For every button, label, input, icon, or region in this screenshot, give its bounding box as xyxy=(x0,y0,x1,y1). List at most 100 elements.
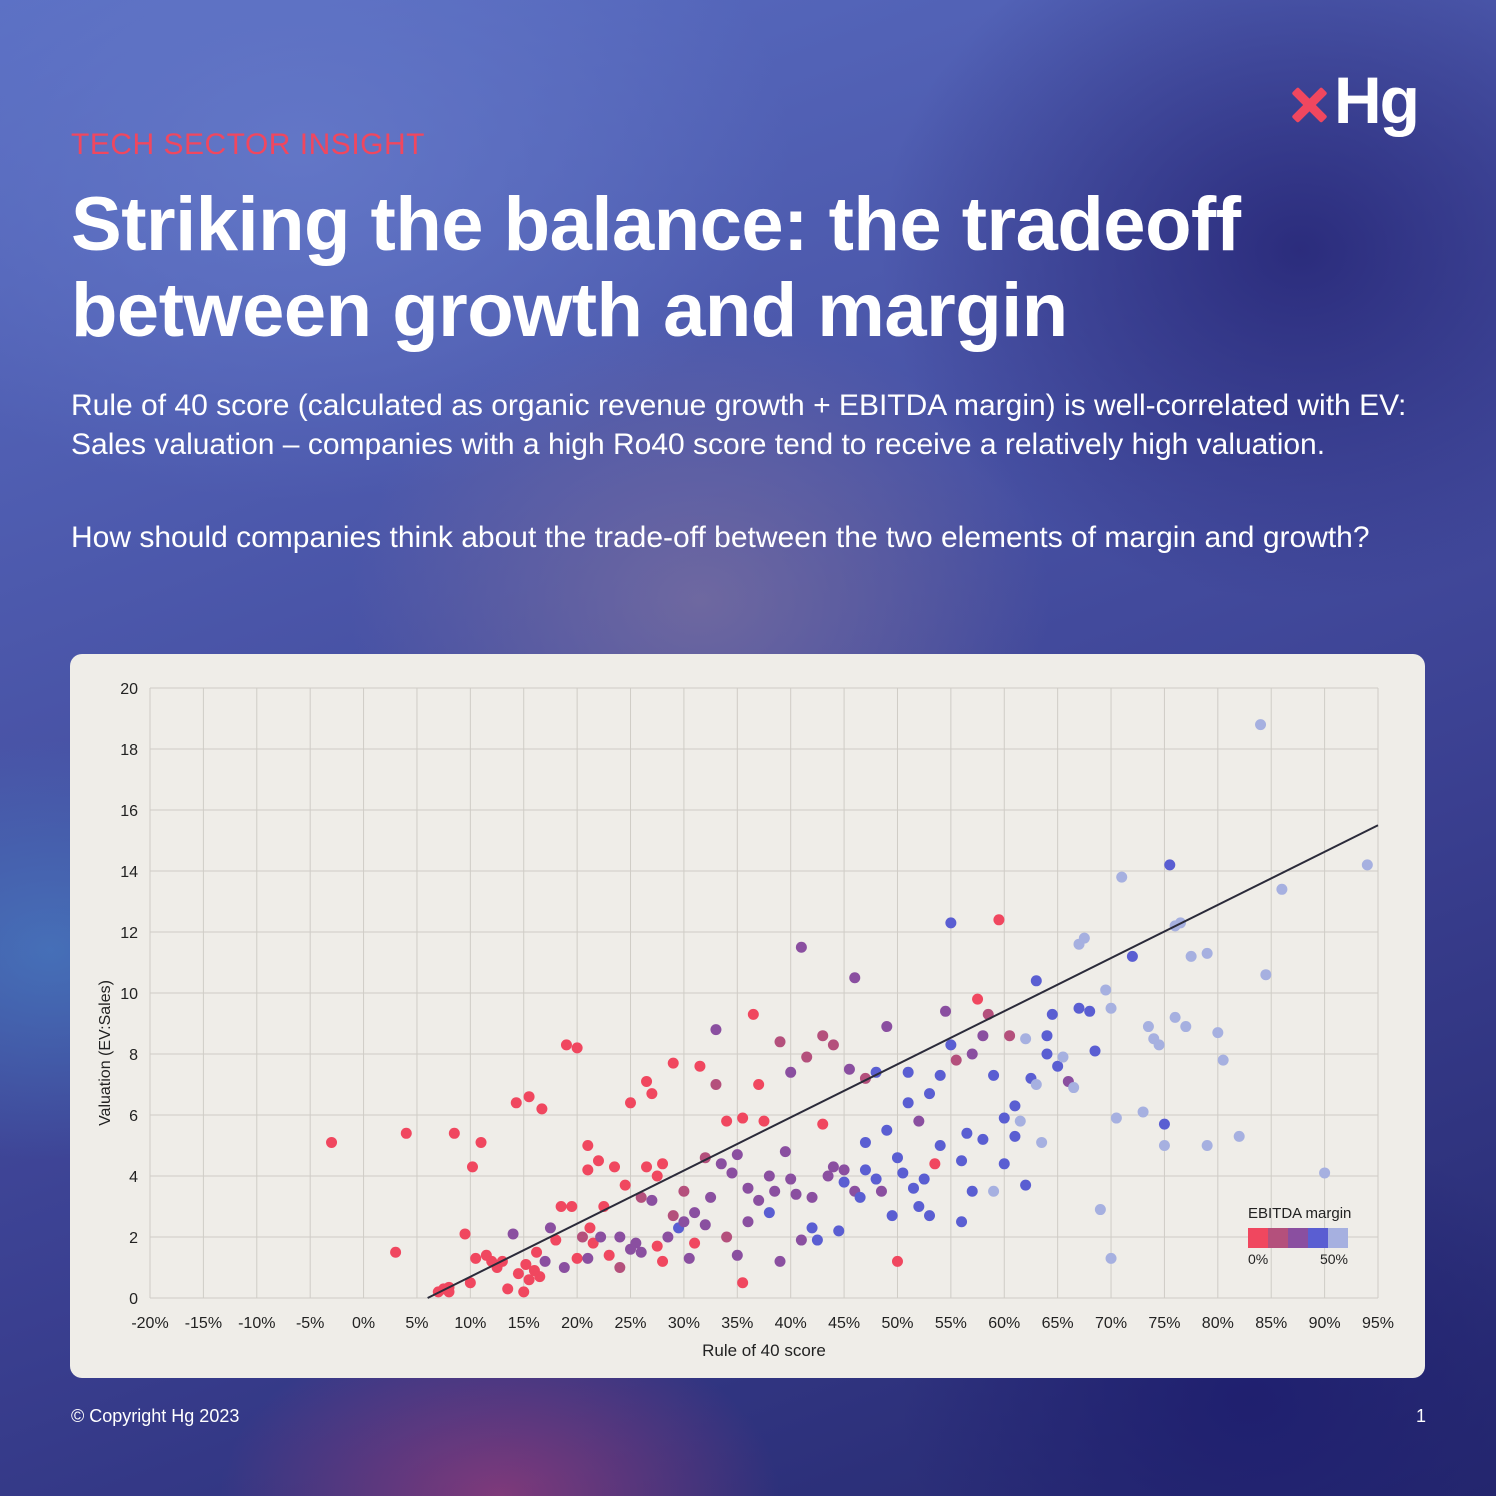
data-point xyxy=(592,1155,604,1167)
data-point xyxy=(721,1231,733,1243)
data-point xyxy=(566,1201,578,1212)
data-point xyxy=(1116,871,1128,883)
data-point xyxy=(721,1115,733,1127)
x-tick-label: 5% xyxy=(405,1315,428,1332)
data-point xyxy=(758,1115,770,1127)
x-tick-label: 40% xyxy=(775,1315,807,1332)
x-tick-label: -5% xyxy=(296,1315,324,1332)
data-point xyxy=(763,1170,775,1182)
data-point xyxy=(641,1161,653,1173)
data-point xyxy=(678,1216,690,1228)
data-point xyxy=(961,1127,973,1139)
page-title: Striking the balance: the tradeoff betwe… xyxy=(71,182,1241,353)
data-point xyxy=(1142,1021,1154,1033)
data-point xyxy=(582,1252,594,1264)
data-point xyxy=(584,1222,596,1234)
data-point xyxy=(902,1066,914,1078)
data-point xyxy=(571,1252,583,1264)
data-point xyxy=(555,1201,567,1212)
data-point xyxy=(534,1271,546,1283)
x-tick-label: 35% xyxy=(721,1315,753,1332)
data-point xyxy=(998,1158,1010,1170)
data-point xyxy=(1137,1106,1149,1118)
data-point xyxy=(641,1075,653,1087)
data-point xyxy=(811,1234,823,1246)
data-point xyxy=(510,1097,522,1109)
data-point xyxy=(838,1176,850,1188)
x-axis-label: Rule of 40 score xyxy=(702,1341,826,1360)
y-axis-label: Valuation (EV:Sales) xyxy=(97,980,114,1126)
data-point xyxy=(897,1167,909,1179)
data-point xyxy=(1020,1179,1032,1191)
data-point xyxy=(694,1060,706,1072)
data-point xyxy=(1041,1030,1053,1042)
data-point xyxy=(977,1133,989,1145)
data-point xyxy=(1084,1005,1096,1017)
data-point xyxy=(464,1277,476,1289)
data-point xyxy=(854,1191,866,1203)
data-point xyxy=(1030,1079,1042,1090)
data-point xyxy=(689,1237,701,1249)
data-point xyxy=(806,1222,818,1234)
data-point xyxy=(466,1161,478,1173)
data-point xyxy=(726,1167,738,1179)
data-point xyxy=(934,1140,946,1151)
data-point xyxy=(1276,883,1288,895)
data-point xyxy=(929,1158,941,1170)
data-point xyxy=(817,1030,829,1042)
hg-logo: Hg xyxy=(1290,63,1430,144)
y-tick-label: 18 xyxy=(120,742,138,759)
data-point xyxy=(988,1069,1000,1081)
legend-max-label: 50% xyxy=(1320,1251,1348,1267)
data-point xyxy=(785,1173,797,1185)
data-point xyxy=(940,1005,952,1017)
data-point xyxy=(742,1216,754,1228)
y-tick-label: 12 xyxy=(120,925,138,942)
x-tick-label: -15% xyxy=(185,1315,222,1332)
data-point xyxy=(699,1219,711,1231)
x-tick-label: 85% xyxy=(1255,1315,1287,1332)
data-point xyxy=(560,1039,572,1051)
data-point xyxy=(1158,1140,1170,1151)
data-point xyxy=(523,1091,535,1103)
data-point xyxy=(924,1210,936,1222)
legend-swatch xyxy=(1268,1228,1288,1248)
data-point xyxy=(785,1066,797,1078)
data-point xyxy=(731,1249,743,1261)
data-point xyxy=(774,1255,786,1267)
data-point xyxy=(531,1246,543,1258)
data-point xyxy=(1041,1048,1053,1060)
logo-text: Hg xyxy=(1334,63,1420,137)
x-tick-label: 55% xyxy=(935,1315,967,1332)
x-tick-label: 90% xyxy=(1309,1315,1341,1332)
data-point xyxy=(918,1173,930,1185)
data-point xyxy=(576,1231,588,1243)
data-point xyxy=(662,1231,674,1243)
data-point xyxy=(523,1274,535,1286)
y-tick-label: 14 xyxy=(120,864,138,881)
legend-swatch xyxy=(1288,1228,1308,1248)
data-point xyxy=(609,1161,621,1173)
data-point xyxy=(790,1188,802,1200)
data-point xyxy=(705,1191,717,1203)
data-point xyxy=(614,1231,626,1243)
data-point xyxy=(1185,950,1197,962)
data-point xyxy=(1052,1060,1064,1072)
data-point xyxy=(544,1222,556,1234)
data-point xyxy=(1164,859,1176,871)
data-point xyxy=(400,1127,412,1139)
data-point xyxy=(1153,1039,1165,1051)
data-point xyxy=(587,1237,599,1249)
data-point xyxy=(801,1051,813,1063)
data-point xyxy=(710,1079,722,1090)
x-tick-label: -20% xyxy=(131,1315,168,1332)
data-point xyxy=(1020,1033,1032,1045)
data-point xyxy=(1212,1027,1224,1039)
data-point xyxy=(539,1255,551,1267)
data-point xyxy=(795,1234,807,1246)
legend-swatch xyxy=(1308,1228,1328,1248)
data-point xyxy=(875,1185,887,1197)
data-point xyxy=(1057,1051,1069,1063)
data-point xyxy=(934,1069,946,1081)
data-point xyxy=(956,1216,968,1228)
